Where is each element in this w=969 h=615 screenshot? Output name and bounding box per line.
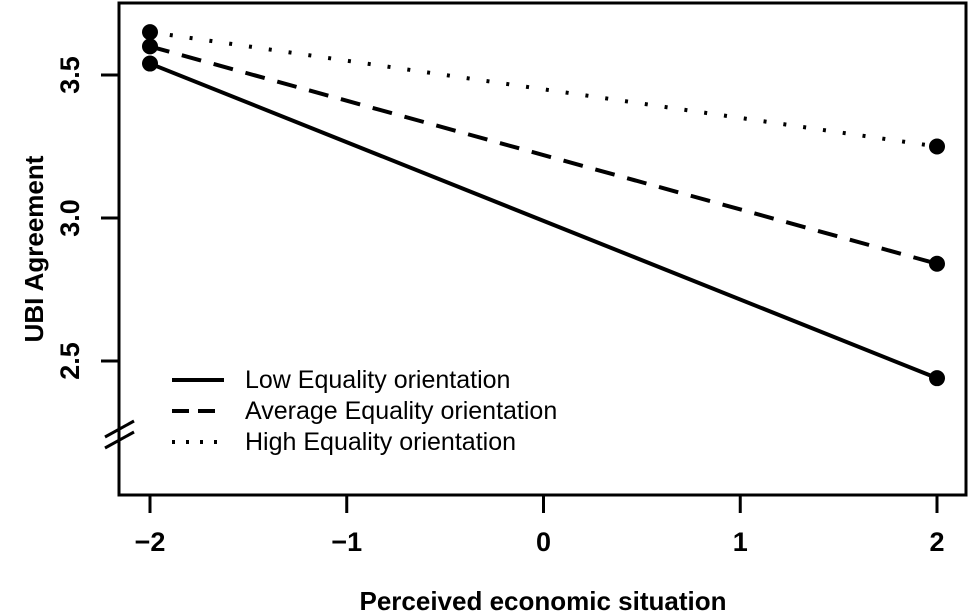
axis-break-slash	[104, 419, 135, 439]
x-tick-label: −1	[331, 527, 362, 557]
series-line-dotted	[149, 30, 938, 149]
series-line-solid	[149, 61, 938, 381]
data-point	[929, 138, 945, 155]
data-point	[929, 370, 945, 387]
x-tick-label: 0	[536, 527, 551, 557]
x-tick-label: −2	[135, 527, 166, 557]
x-tick-label: 1	[733, 527, 748, 557]
legend-label: Average Equality orientation	[245, 397, 557, 425]
series-line-dashed	[149, 44, 938, 266]
data-point	[142, 55, 158, 72]
x-axis: −2 −1 0 1 2	[135, 495, 945, 557]
data-point	[142, 38, 158, 55]
legend: Low Equality orientation Average Equality…	[172, 366, 557, 456]
legend-label: Low Equality orientation	[245, 366, 510, 394]
y-tick-label: 3.5	[55, 56, 85, 94]
y-axis-break-icon	[104, 419, 135, 450]
data-point	[929, 255, 945, 272]
y-tick-label: 3.0	[55, 199, 85, 237]
y-axis-title: UBI Agreement	[19, 155, 49, 342]
legend-label: High Equality orientation	[245, 428, 516, 456]
axis-break-slash	[104, 430, 135, 450]
data-point	[142, 24, 158, 41]
x-tick-label: 2	[929, 527, 944, 557]
y-axis: 2.5 3.0 3.5	[55, 56, 119, 380]
y-tick-label: 2.5	[55, 342, 85, 380]
series-lines	[142, 24, 945, 387]
x-axis-title: Perceived economic situation	[359, 586, 726, 615]
